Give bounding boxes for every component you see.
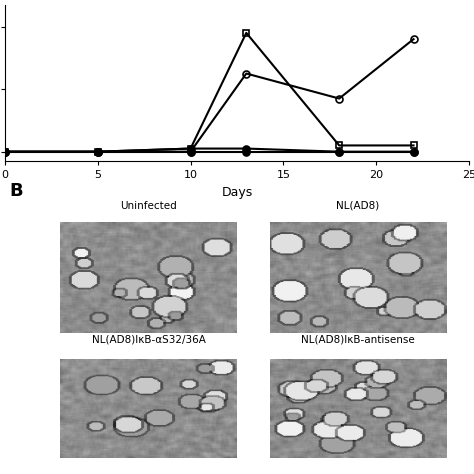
Text: NL(AD8)IκB-αS32/36A: NL(AD8)IκB-αS32/36A [92,335,206,345]
Text: NL(AD8): NL(AD8) [336,201,379,211]
Text: NL(AD8)IκB-antisense: NL(AD8)IκB-antisense [301,335,415,345]
Text: B: B [9,182,23,200]
Text: Uninfected: Uninfected [120,201,177,211]
X-axis label: Days: Days [221,186,253,199]
